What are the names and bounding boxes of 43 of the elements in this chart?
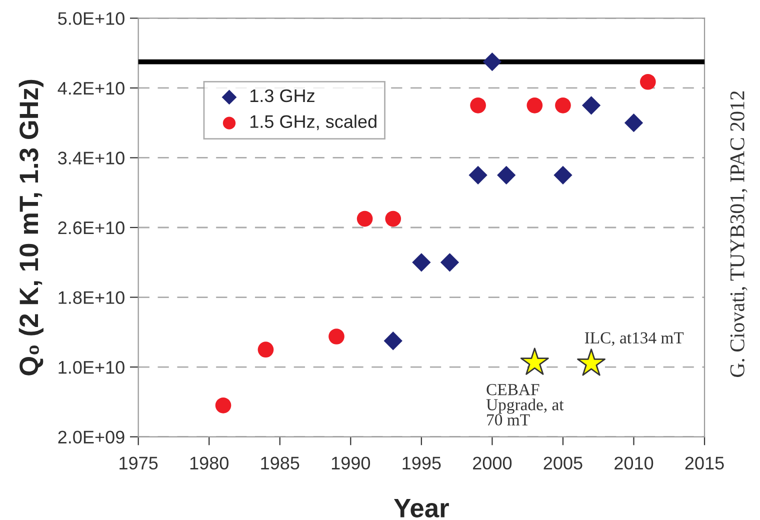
y-tick-label: 5.0E+10 <box>58 12 124 25</box>
x-tick-label: 1990 <box>332 456 370 470</box>
point <box>497 166 516 184</box>
x-tick-label: 1995 <box>402 456 441 470</box>
point <box>215 397 232 414</box>
y-tick-label: 3.4E+10 <box>58 152 124 164</box>
point <box>412 253 431 272</box>
point <box>582 96 601 115</box>
point <box>482 52 502 72</box>
x-tick-label: 2010 <box>614 456 654 470</box>
y-tick-label: 1.8E+10 <box>58 291 124 304</box>
point <box>468 166 488 184</box>
x-tick-label: 2000 <box>473 456 512 470</box>
point <box>577 348 606 376</box>
point <box>356 210 373 227</box>
x-tick-label: 2005 <box>544 456 582 470</box>
annotation: CEBAF Upgrade, at 70 mT <box>486 384 564 426</box>
y-tick-label: 1.0E+10 <box>58 360 124 374</box>
point <box>520 348 549 375</box>
annotation: ILC, at134 mT <box>584 332 684 346</box>
legend-label: 1.3 GHz <box>250 89 314 102</box>
point <box>554 166 572 184</box>
x-tick-label: 1975 <box>120 456 158 470</box>
point <box>640 74 656 90</box>
x-axis-title: Year <box>394 499 449 518</box>
y-axis-title: Q₀ (2 K, 10 mT, 1.3 GHz) <box>18 80 44 376</box>
point <box>624 114 644 132</box>
y-tick-label: 2.0E+09 <box>58 430 124 444</box>
x-tick-label: 1985 <box>261 456 300 470</box>
x-tick-label: 2015 <box>685 456 724 470</box>
y-tick-label: 4.2E+10 <box>58 82 124 95</box>
point <box>470 97 486 114</box>
point <box>526 97 543 114</box>
x-tick-label: 1980 <box>190 456 228 470</box>
point <box>258 342 274 358</box>
y-tick-label: 2.6E+10 <box>58 221 124 234</box>
text: G. Ciovati, TUYB301, IPAC 2012 <box>730 91 748 377</box>
legend-label: 1.5 GHz, scaled <box>250 114 376 130</box>
point <box>555 97 571 114</box>
point <box>328 328 344 344</box>
point <box>440 253 460 272</box>
point <box>384 332 402 350</box>
point <box>385 210 402 227</box>
